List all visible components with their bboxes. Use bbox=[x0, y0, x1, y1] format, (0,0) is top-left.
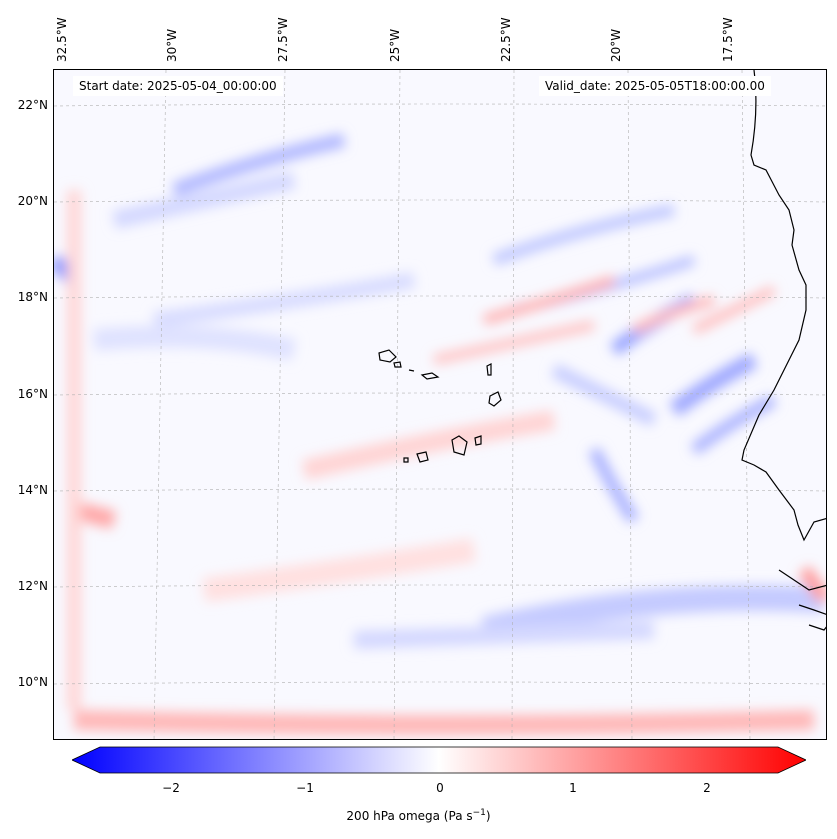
colorbar-tick-0: 0 bbox=[436, 781, 444, 795]
colorbar-label-close: ) bbox=[485, 809, 491, 823]
map-canvas bbox=[54, 70, 826, 739]
colorbar-tick-neg2: −2 bbox=[162, 781, 180, 795]
colorbar-tick-1: 1 bbox=[569, 781, 577, 795]
start-date-label: Start date: 2025-05-04_00:00:00 bbox=[73, 76, 283, 96]
lon-tick-27-5w: 27.5°W bbox=[276, 17, 290, 62]
omega-field bbox=[54, 133, 826, 735]
lat-tick-18n: 18°N bbox=[17, 290, 48, 304]
colorbar-label: 200 hPa omega (Pa s−1) bbox=[0, 808, 837, 823]
coastline bbox=[378, 70, 826, 631]
lat-tick-12n: 12°N bbox=[17, 579, 48, 593]
lon-tick-20w: 20°W bbox=[609, 28, 623, 62]
lon-tick-17-5w: 17.5°W bbox=[721, 17, 735, 62]
lon-tick-30w: 30°W bbox=[165, 28, 179, 62]
colorbar-tick-2: 2 bbox=[703, 781, 711, 795]
lat-tick-16n: 16°N bbox=[17, 387, 48, 401]
lon-tick-32-5w: 32.5°W bbox=[55, 17, 69, 62]
lat-tick-20n: 20°N bbox=[17, 194, 48, 208]
lon-tick-25w: 25°W bbox=[388, 28, 402, 62]
lat-tick-10n: 10°N bbox=[17, 675, 48, 689]
colorbar-tick-neg1: −1 bbox=[296, 781, 314, 795]
lat-tick-14n: 14°N bbox=[17, 483, 48, 497]
graticule bbox=[54, 70, 826, 739]
lat-tick-22n: 22°N bbox=[17, 98, 48, 112]
colorbar-label-text: 200 hPa omega (Pa s bbox=[346, 809, 473, 823]
colorbar bbox=[72, 746, 806, 774]
valid-date-label: Valid_date: 2025-05-05T18:00:00.00 bbox=[539, 76, 771, 96]
lon-tick-22-5w: 22.5°W bbox=[499, 17, 513, 62]
colorbar-label-exp: −1 bbox=[472, 808, 486, 818]
map-frame bbox=[53, 69, 827, 740]
